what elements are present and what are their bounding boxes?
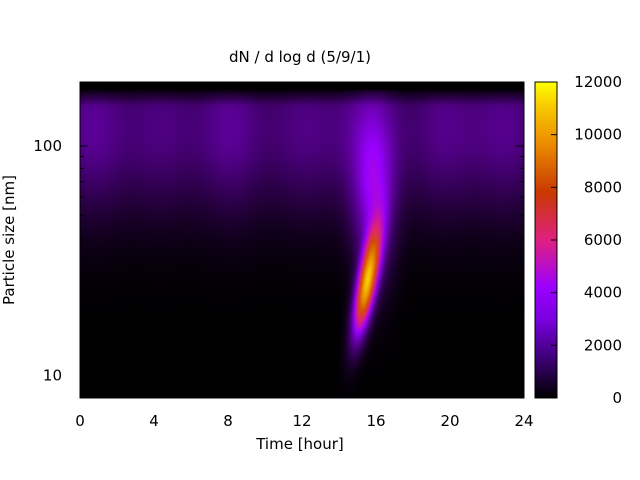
y-tick-label: 10 (43, 367, 62, 385)
colorbar-tick-label: 12000 (574, 73, 622, 91)
colorbar-tick-label: 8000 (584, 178, 622, 196)
x-tick-label: 4 (149, 412, 159, 430)
x-axis: 0 4 8 12 16 20 24 (75, 82, 534, 430)
x-tick-label: 20 (440, 412, 459, 430)
y-tick-label: 100 (33, 137, 62, 155)
colorbar-tick-label: 0 (612, 389, 622, 407)
colorbar-ticks: 0 2000 4000 6000 8000 10000 12000 (551, 73, 622, 407)
colorbar-tick-label: 10000 (574, 126, 622, 144)
heatmap-plot (79, 81, 525, 399)
y-axis: 10 100 (33, 137, 524, 385)
colorbar-tick-label: 4000 (584, 284, 622, 302)
heatmap-image (80, 82, 524, 398)
x-tick-label: 24 (514, 412, 533, 430)
colorbar-tick-label: 6000 (584, 231, 622, 249)
colorbar-tick-label: 2000 (584, 336, 622, 354)
x-tick-label: 12 (292, 412, 311, 430)
y-axis-label: Particle size [nm] (0, 175, 18, 305)
x-tick-label: 8 (223, 412, 233, 430)
x-tick-label: 16 (366, 412, 385, 430)
chart-title: dN / d log d (5/9/1) (229, 48, 371, 66)
x-axis-label: Time [hour] (255, 435, 344, 453)
x-tick-label: 0 (75, 412, 85, 430)
colorbar: 0 2000 4000 6000 8000 10000 12000 (534, 73, 622, 407)
